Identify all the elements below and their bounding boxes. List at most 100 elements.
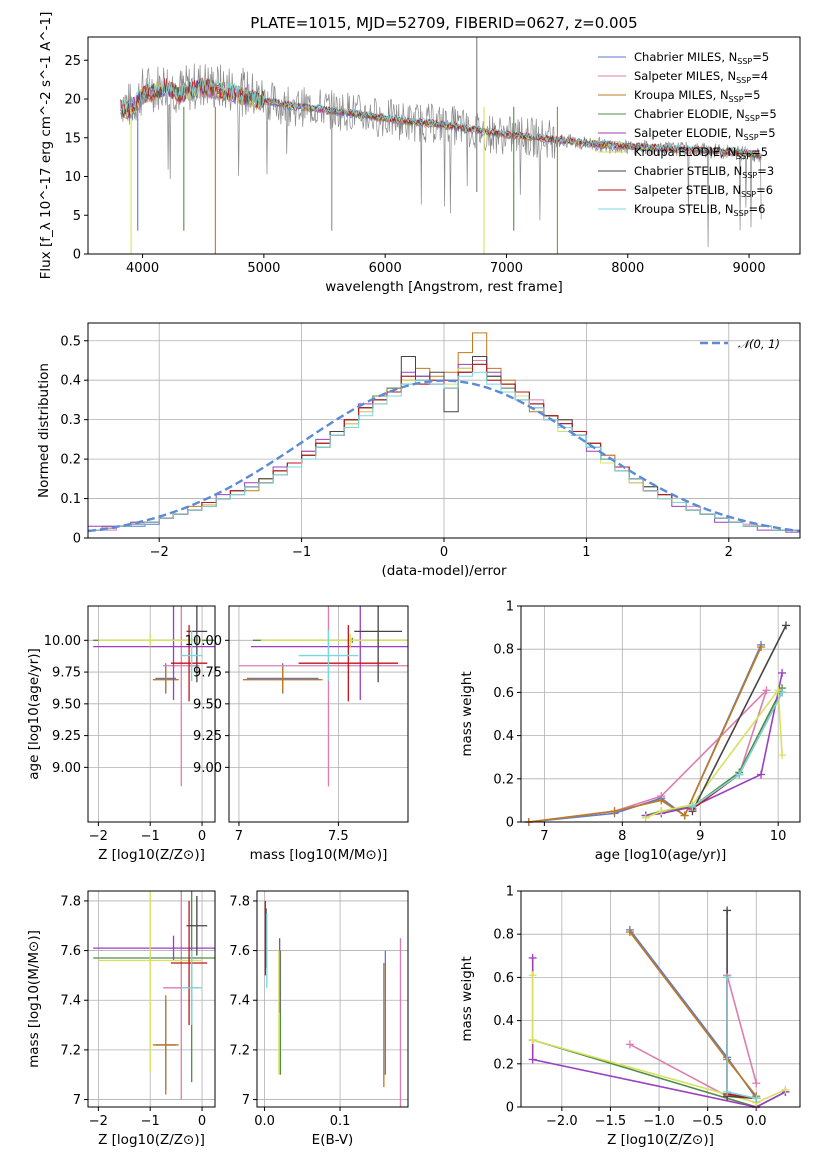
x-tick-label: 10 (770, 829, 787, 844)
x-tick-label: 0.1 (330, 1114, 351, 1129)
errorbars (93, 606, 215, 787)
y-tick-label: 0.2 (493, 772, 514, 787)
y-tick-label: 0.4 (60, 374, 81, 389)
y-tick-label: 0 (506, 1101, 514, 1116)
legend-label-tail: =5 (760, 107, 777, 121)
weight-line (629, 931, 758, 1107)
legend-label-base: Chabrier STELIB, N (634, 164, 742, 178)
weight-line (528, 646, 762, 823)
legend-label-tail: =3 (757, 164, 774, 178)
y-tick-label: 0.2 (493, 1057, 514, 1072)
errorbars (93, 891, 215, 1100)
y-tick-label: 20 (64, 93, 81, 108)
y-axis-label: mass weight (459, 671, 475, 756)
x-tick-label: −0.5 (692, 1114, 724, 1129)
spectrum-lines (120, 37, 762, 254)
legend-label-base: Salpeter STELIB, N (634, 183, 741, 197)
x-tick-label: 8 (618, 829, 626, 844)
x-axis-label: mass [log10(M/M⊙)] (250, 847, 388, 863)
x-tick-label: 2 (725, 545, 733, 560)
y-tick-label: 7.6 (60, 944, 81, 959)
y-tick-label: 7.4 (229, 994, 250, 1009)
normal-curve (88, 379, 800, 533)
y-axis-label: Flux [f_λ 10^-17 erg cm^-2 s^-1 A^-1] (38, 12, 54, 280)
y-tick-label: 9.50 (52, 697, 81, 712)
legend-label-base: Salpeter ELODIE, N (634, 126, 744, 140)
y-tick-label: 0.4 (493, 729, 514, 744)
y-axis-label: Normed distribution (36, 363, 52, 498)
legend-label: Salpeter MILES, NSSP=4 (634, 69, 768, 85)
x-tick-label: 8000 (611, 261, 644, 276)
legend-label: Kroupa MILES, NSSP=5 (634, 88, 760, 104)
legend-label: Chabrier ELODIE, NSSP=5 (634, 107, 777, 123)
weight-lines (524, 621, 790, 826)
y-tick-label: 0.8 (493, 928, 514, 943)
legend-label-base: Kroupa MILES, N (634, 88, 729, 102)
y-axis-label: age [log10(age/yr)] (26, 648, 42, 780)
y-tick-label: 0.8 (493, 643, 514, 658)
weight-line (726, 977, 757, 1100)
mass-weight-vs-metallicity-panel: −2.0 −1.5 −1.0 −0.5 0.0 0 0.2 0.4 0.6 0.8 1 Z [log1… (459, 885, 801, 1148)
histogram-steps (88, 332, 800, 533)
y-tick-label: 25 (64, 54, 81, 69)
y-tick-label: 10.00 (185, 634, 222, 649)
x-tick-label: −1.0 (643, 1114, 675, 1129)
mass-weight-vs-age-panel: 7 8 9 10 0 0.2 0.4 0.6 0.8 1 age [log10(age/yr)] ma… (459, 600, 801, 863)
model-spectrum (120, 78, 762, 159)
y-tick-label: 9.50 (193, 697, 222, 712)
y-tick-label: 9.75 (52, 666, 81, 681)
x-tick-label: 0 (198, 829, 206, 844)
x-tick-label: 5000 (247, 261, 280, 276)
y-tick-label: 7.4 (60, 994, 81, 1009)
legend-label-base: Salpeter MILES, N (634, 69, 736, 83)
weight-line (645, 687, 783, 819)
age-vs-mass-panel: 7 7.5 9.00 9.25 9.50 9.75 10.00 mass [log10(M/M… (185, 605, 409, 863)
legend-label-sub: SSP (744, 133, 759, 142)
y-axis-label: mass [log10(M/M⊙)] (26, 930, 42, 1068)
weight-line (692, 692, 783, 808)
x-tick-label: −2 (150, 545, 169, 560)
x-tick-label: 0.0 (746, 1114, 767, 1129)
y-tick-label: 0.1 (60, 492, 81, 507)
axes-frame (87, 605, 216, 823)
x-axis-label: Z [log10(Z/Z⊙)] (98, 847, 205, 863)
y-tick-label: 7.2 (60, 1043, 81, 1058)
x-tick-label: −2 (89, 1114, 108, 1129)
legend-label: 𝒩(0, 1) (738, 337, 780, 351)
legend-label-sub: SSP (736, 152, 751, 161)
y-tick-label: 10 (64, 170, 81, 185)
axes-frame (520, 605, 801, 823)
errorbars (238, 606, 408, 787)
y-tick-label: 10.00 (44, 634, 81, 649)
x-tick-label: −1.5 (595, 1114, 627, 1129)
y-tick-label: 7.6 (229, 944, 250, 959)
legend-label-sub: SSP (729, 95, 744, 104)
x-tick-label: −1 (141, 1114, 160, 1129)
legend-label-tail: =4 (751, 69, 768, 83)
weight-line (726, 977, 757, 1100)
x-tick-label: −2 (89, 829, 108, 844)
x-tick-label: 9 (696, 829, 704, 844)
legend-label-sub: SSP (734, 209, 749, 218)
y-tick-label: 7 (73, 1093, 81, 1108)
y-tick-label: 1 (506, 600, 514, 615)
y-tick-label: 7.2 (229, 1043, 250, 1058)
y-tick-label: 7.8 (229, 894, 250, 909)
x-axis-label: age [log10(age/yr)] (595, 847, 727, 863)
legend-label: Chabrier MILES, NSSP=5 (634, 50, 769, 66)
x-tick-label: 0 (198, 1114, 206, 1129)
x-tick-label: 7000 (490, 261, 523, 276)
y-tick-label: 0.6 (493, 971, 514, 986)
legend-label-tail: =5 (744, 88, 761, 102)
x-tick-label: −1 (292, 545, 311, 560)
x-tick-label: 0.0 (254, 1114, 275, 1129)
y-tick-label: 0 (73, 248, 81, 263)
y-tick-label: 0.2 (60, 453, 81, 468)
legend-label: Kroupa ELODIE, NSSP=5 (634, 145, 768, 161)
mass-vs-metallicity-panel: −2 −1 0 7 7.2 7.4 7.6 7.8 Z [log10(Z/Z⊙)] mass [l… (26, 890, 216, 1148)
legend-label-tail: =5 (759, 126, 776, 140)
x-axis-label: wavelength [Angstrom, rest frame] (325, 279, 563, 295)
y-tick-label: 0 (506, 816, 514, 831)
x-tick-label: −1 (141, 829, 160, 844)
model-spectrum (120, 77, 762, 159)
